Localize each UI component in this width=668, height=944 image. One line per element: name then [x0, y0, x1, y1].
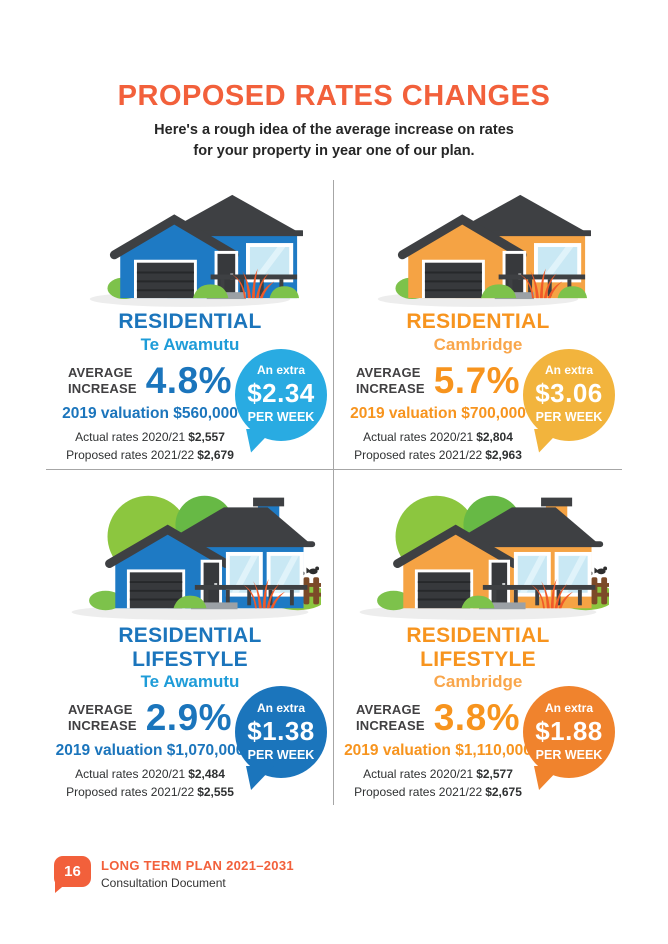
bubble-an-extra: An extra — [544, 363, 594, 378]
average-increase-label: AVERAGE INCREASE — [355, 702, 425, 734]
proposed-rates-value: $2,555 — [197, 785, 234, 800]
proposed-rates-value: $2,963 — [485, 447, 522, 462]
page-number-badge: 16 — [54, 856, 91, 887]
rates-lines: Actual rates 2020/21 $2,484 Proposed rate… — [54, 765, 246, 801]
bubble-per-week: PER WEEK — [247, 747, 315, 762]
increase-percentage: 4.8% — [145, 359, 233, 401]
actual-rates-value: $2,804 — [476, 429, 513, 444]
valuation-line: 2019 valuation $700,000 — [350, 404, 526, 422]
card-residential-te-awamutu: RESIDENTIAL Te Awamutu AVERAGE INCREASE … — [46, 180, 334, 470]
bubble-an-extra: An extra — [544, 701, 594, 715]
extra-per-week-bubble: An extra $2.34 PER WEEK — [235, 348, 327, 441]
house-illustration — [377, 194, 591, 307]
proposed-rates-value: $2,675 — [485, 785, 522, 800]
rates-lines: Actual rates 2020/21 $2,557 Proposed rate… — [54, 428, 246, 464]
increase-percentage: 3.8% — [433, 697, 521, 739]
bubble-amount: $1.38 — [247, 715, 315, 746]
proposed-rates-line: Proposed rates 2021/22 $2,963 — [354, 447, 522, 462]
bubble-an-extra: An extra — [256, 363, 306, 378]
card-category-line2: LIFESTYLE — [132, 647, 248, 671]
card-stats: AVERAGE INCREASE 2.9% 2019 valuation $1,… — [46, 686, 334, 801]
footer: LONG TERM PLAN 2021–2031 Consultation Do… — [101, 858, 294, 890]
average-increase-row: AVERAGE INCREASE 3.8% — [342, 697, 534, 739]
bubble-an-extra: An extra — [256, 701, 306, 715]
card-location: Te Awamutu — [140, 672, 240, 692]
proposed-rates-value: $2,679 — [197, 447, 234, 462]
average-increase-label: AVERAGE INCREASE — [67, 364, 137, 396]
card-location: Cambridge — [433, 672, 523, 692]
house-illustration-lifestyle — [359, 495, 609, 620]
rates-grid: RESIDENTIAL Te Awamutu AVERAGE INCREASE … — [46, 180, 622, 805]
page-subtitle: Here's a rough idea of the average incre… — [0, 120, 668, 162]
card-category-line2: LIFESTYLE — [420, 647, 536, 671]
rates-lines: Actual rates 2020/21 $2,804 Proposed rate… — [342, 428, 534, 464]
flax-plant — [520, 268, 563, 299]
bubble-per-week: PER WEEK — [535, 747, 603, 762]
bubble-amount: $2.34 — [247, 378, 315, 409]
actual-rates-line: Actual rates 2020/21 $2,484 — [75, 767, 225, 782]
house-illustration-lifestyle — [71, 495, 321, 620]
bubble-per-week: PER WEEK — [535, 410, 603, 425]
actual-rates-line: Actual rates 2020/21 $2,557 — [75, 429, 225, 444]
vertical-divider — [333, 180, 334, 805]
average-increase-row: AVERAGE INCREASE 2.9% — [54, 697, 246, 739]
average-increase-row: AVERAGE INCREASE 4.8% — [54, 360, 246, 402]
proposed-rates-line: Proposed rates 2021/22 $2,555 — [66, 785, 234, 800]
card-residential-cambridge: RESIDENTIAL Cambridge AVERAGE INCREASE 5… — [334, 180, 622, 470]
increase-percentage: 5.7% — [433, 359, 521, 401]
rates-lines: Actual rates 2020/21 $2,577 Proposed rate… — [342, 765, 534, 801]
extra-per-week-bubble: An extra $1.88 PER WEEK — [523, 686, 615, 779]
valuation-line: 2019 valuation $560,000 — [62, 404, 238, 422]
bubble-amount: $3.06 — [535, 378, 603, 409]
card-category: RESIDENTIAL — [406, 310, 550, 333]
actual-rates-line: Actual rates 2020/21 $2,804 — [363, 429, 513, 444]
card-category: RESIDENTIAL — [118, 624, 262, 647]
valuation-line: 2019 valuation $1,070,000 — [55, 742, 245, 760]
card-category: RESIDENTIAL — [118, 310, 262, 333]
actual-rates-value: $2,577 — [476, 767, 513, 782]
card-lifestyle-cambridge: RESIDENTIAL LIFESTYLE Cambridge AVERAGE … — [334, 470, 622, 805]
valuation-line: 2019 valuation $1,110,000 — [344, 742, 532, 760]
bubble-per-week: PER WEEK — [247, 410, 315, 425]
increase-percentage: 2.9% — [145, 697, 233, 739]
footer-plan-title: LONG TERM PLAN 2021–2031 — [101, 858, 294, 873]
average-increase-row: AVERAGE INCREASE 5.7% — [342, 360, 534, 402]
extra-per-week-bubble: An extra $3.06 PER WEEK — [523, 348, 615, 441]
card-stats: AVERAGE INCREASE 5.7% 2019 valuation $70… — [334, 348, 622, 464]
footer-doc-type: Consultation Document — [101, 876, 226, 890]
flax-plant — [531, 579, 574, 609]
card-stats: AVERAGE INCREASE 4.8% 2019 valuation $56… — [46, 348, 334, 464]
average-increase-label: AVERAGE INCREASE — [355, 364, 425, 396]
card-stats: AVERAGE INCREASE 3.8% 2019 valuation $1,… — [334, 686, 622, 801]
flax-plant — [243, 579, 286, 609]
card-category: RESIDENTIAL — [406, 624, 550, 647]
subtitle-line-1: Here's a rough idea of the average incre… — [154, 122, 514, 138]
subtitle-line-2: for your property in year one of our pla… — [193, 143, 475, 160]
actual-rates-line: Actual rates 2020/21 $2,577 — [363, 767, 513, 782]
actual-rates-value: $2,557 — [188, 429, 225, 444]
page-title: PROPOSED RATES CHANGES — [117, 80, 551, 112]
card-lifestyle-te-awamutu: RESIDENTIAL LIFESTYLE Te Awamutu AVERAGE… — [46, 470, 334, 805]
card-location: Cambridge — [433, 334, 523, 354]
proposed-rates-line: Proposed rates 2021/22 $2,675 — [354, 785, 522, 800]
bubble-amount: $1.88 — [535, 715, 603, 746]
average-increase-label: AVERAGE INCREASE — [67, 702, 137, 734]
house-illustration — [89, 194, 303, 307]
flax-plant — [232, 268, 275, 299]
actual-rates-value: $2,484 — [188, 767, 225, 782]
card-location: Te Awamutu — [140, 334, 240, 354]
extra-per-week-bubble: An extra $1.38 PER WEEK — [235, 686, 327, 779]
horizontal-divider — [46, 469, 622, 470]
proposed-rates-line: Proposed rates 2021/22 $2,679 — [66, 447, 234, 462]
